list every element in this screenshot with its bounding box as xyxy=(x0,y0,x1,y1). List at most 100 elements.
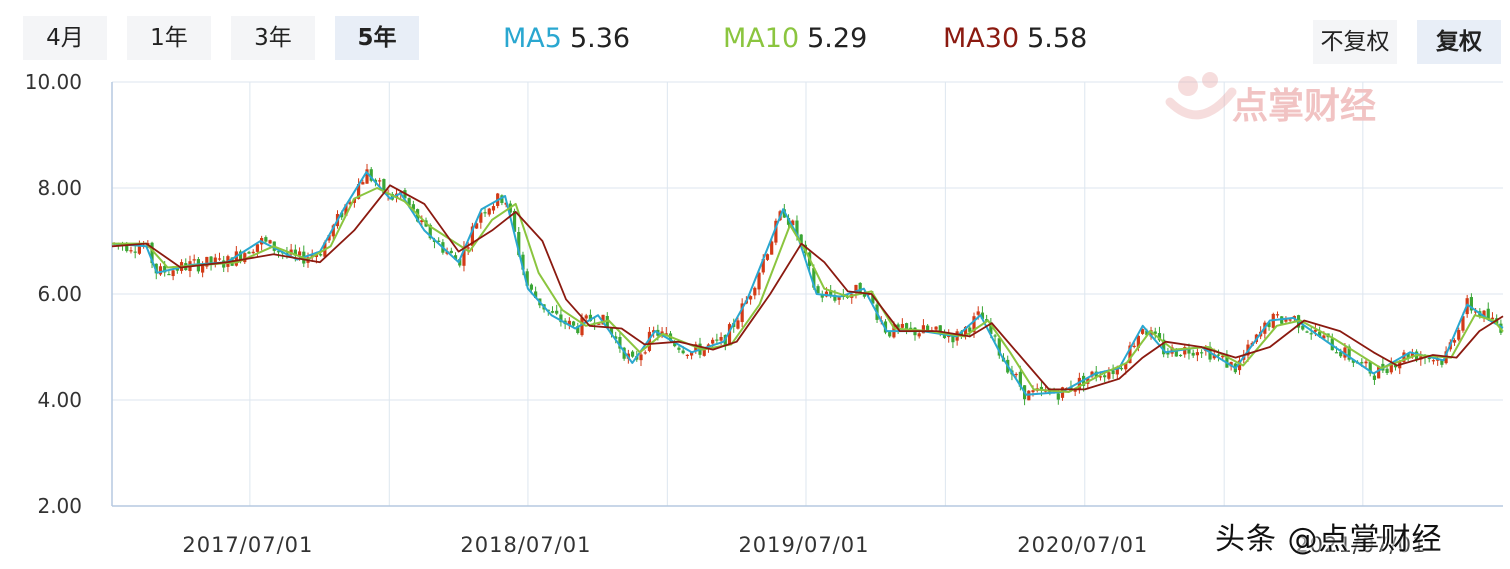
period-3-years-button[interactable]: 3年 xyxy=(231,16,315,60)
ma30-value: 5.58 xyxy=(1027,23,1088,54)
candle-body xyxy=(647,331,652,351)
candle-body xyxy=(293,249,297,256)
candle-body xyxy=(453,255,458,260)
ma5-indicator: MA5 5.36 xyxy=(503,22,630,56)
candle-body xyxy=(1014,373,1018,376)
candle-body xyxy=(630,351,635,357)
candle-body xyxy=(799,234,803,244)
candle-body xyxy=(774,220,778,243)
chart-logo: 点掌财经 xyxy=(1165,72,1376,127)
candle-body xyxy=(1457,330,1461,340)
candle-body xyxy=(1136,335,1140,348)
candle-body xyxy=(1141,329,1145,334)
ma5-line xyxy=(111,171,1504,396)
candle-body xyxy=(1385,368,1389,374)
ma5-label: MA5 xyxy=(503,23,562,54)
candle-body xyxy=(369,169,373,181)
candle-body xyxy=(1347,346,1351,360)
candle-body xyxy=(209,256,213,265)
candle-body xyxy=(1288,319,1292,321)
candle-body xyxy=(1343,347,1347,358)
period-5-years-button[interactable]: 5年 xyxy=(335,16,419,60)
x-tick-label: 2017/07/01 xyxy=(182,533,313,557)
period-1-year-button[interactable]: 1年 xyxy=(127,16,211,60)
candle-body xyxy=(1402,352,1406,363)
candle-body xyxy=(382,179,386,193)
candle-body xyxy=(1073,389,1077,392)
candle-body xyxy=(171,270,175,277)
candle-body xyxy=(1318,331,1322,337)
ma30-indicator: MA30 5.58 xyxy=(943,22,1087,56)
no-adjust-button[interactable]: 不复权 xyxy=(1313,20,1397,64)
y-tick-label: 6.00 xyxy=(37,282,82,306)
candle-body xyxy=(1482,310,1486,319)
candle-body xyxy=(677,347,681,350)
candle-body xyxy=(449,250,453,254)
candle-body xyxy=(1111,370,1115,375)
candle-body xyxy=(1031,390,1035,393)
toutiao-watermark: 头条 @点掌财经 xyxy=(1215,522,1443,557)
candle-body xyxy=(1410,352,1414,358)
candle-body xyxy=(175,268,179,271)
candle-body xyxy=(985,319,989,321)
candle-body xyxy=(213,257,217,265)
candle-body xyxy=(689,352,694,356)
candle-body xyxy=(740,303,744,323)
candle-body xyxy=(1364,361,1368,364)
candle-body xyxy=(601,314,605,325)
candle-body xyxy=(829,290,833,296)
candle-body xyxy=(361,182,365,185)
candle-body xyxy=(1427,357,1431,360)
ma10-label: MA10 xyxy=(723,23,800,54)
candle-body xyxy=(411,204,415,210)
candle-body xyxy=(1166,352,1170,355)
candle-body xyxy=(1377,365,1381,379)
candle-body xyxy=(833,295,837,301)
candle-body xyxy=(997,338,1001,356)
candle-body xyxy=(1452,340,1457,343)
candle-body xyxy=(475,223,479,229)
candle-body xyxy=(1157,333,1162,341)
candle-body xyxy=(458,259,462,266)
candle-body xyxy=(1389,363,1393,373)
candle-body xyxy=(963,326,968,335)
candle-body xyxy=(652,330,656,333)
period-4-months-button[interactable]: 4月 xyxy=(23,16,107,60)
candle-body xyxy=(1145,330,1149,336)
candle-body xyxy=(129,250,133,252)
candle-body xyxy=(681,350,685,354)
candle-body xyxy=(1431,360,1436,362)
candle-body xyxy=(715,339,719,341)
candle-body xyxy=(158,266,163,275)
candle-body xyxy=(1103,375,1107,378)
candle-body xyxy=(167,274,171,276)
candle-body xyxy=(276,251,281,253)
candle-body xyxy=(356,184,361,199)
candle-body xyxy=(588,314,593,322)
candle-body xyxy=(862,293,867,297)
candle-body xyxy=(517,231,521,256)
candle-body xyxy=(1275,314,1280,316)
candle-body xyxy=(420,220,424,223)
forward-adjust-button[interactable]: 复权 xyxy=(1417,20,1501,64)
candle-body xyxy=(1221,355,1225,358)
candle-body xyxy=(1486,308,1490,320)
candle-body xyxy=(483,212,487,214)
candle-body xyxy=(795,220,799,236)
candle-body xyxy=(664,333,668,335)
candle-body xyxy=(871,294,875,304)
candle-body xyxy=(137,246,141,254)
candle-body xyxy=(1077,377,1081,391)
candle-body xyxy=(1178,354,1183,357)
candle-body xyxy=(479,212,483,223)
candle-body xyxy=(576,326,580,334)
candle-body xyxy=(824,291,829,297)
candle-body xyxy=(1191,352,1195,356)
candle-body xyxy=(571,321,576,326)
candle-body xyxy=(1119,368,1124,370)
candle-body xyxy=(1313,329,1318,332)
candle-body xyxy=(319,254,323,256)
candle-body xyxy=(947,335,951,338)
candle-body xyxy=(378,180,382,182)
candle-body xyxy=(1039,386,1044,391)
